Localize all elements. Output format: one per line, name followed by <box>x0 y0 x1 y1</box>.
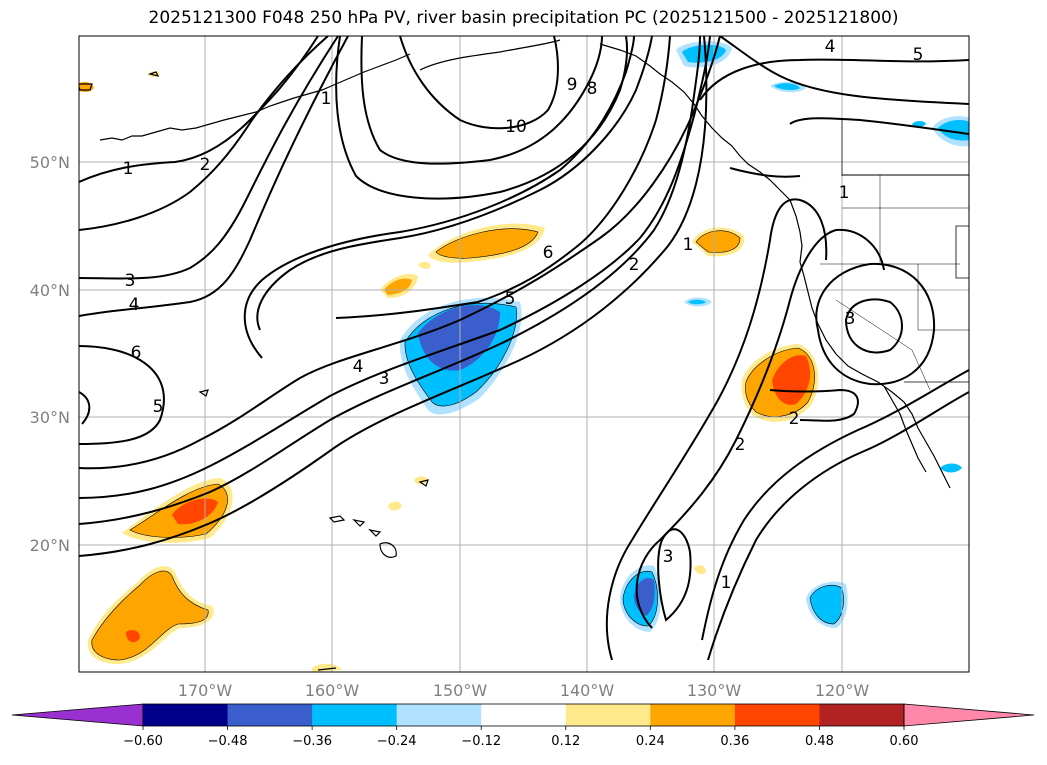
contour-label: 5 <box>913 45 924 65</box>
contour-label: 3 <box>379 369 390 389</box>
contour-label: 5 <box>505 289 516 309</box>
lon-label: 170°W <box>178 681 233 700</box>
colorbar-cell <box>312 704 398 726</box>
coastlines <box>79 39 969 671</box>
contour-label: 1 <box>123 159 134 179</box>
contour-label: 1 <box>683 235 694 255</box>
pv-contours <box>79 36 969 661</box>
contour-label: 2 <box>200 155 211 175</box>
contour-label: 2 <box>789 409 800 429</box>
colorbar-tick-label: 0.48 <box>805 734 834 749</box>
colorbar-cell <box>565 704 651 726</box>
colorbar-tick-label: −0.60 <box>123 734 163 749</box>
contour-label: 3 <box>125 271 136 291</box>
colorbar-cell <box>819 704 905 726</box>
lon-label: 160°W <box>305 681 360 700</box>
lat-label: 40°N <box>30 281 70 300</box>
contour-label: 8 <box>587 79 598 99</box>
contour-label: 5 <box>153 397 164 417</box>
map-frame <box>78 35 970 673</box>
contour-label: 1 <box>721 573 732 593</box>
contour-labels: 1 2 3 4 6 5 1 10 9 8 6 5 4 3 2 1 4 5 1 3… <box>123 37 924 593</box>
colorbar: −0.60 −0.48 −0.36 −0.24 −0.12 0.12 0.24 0.36 0.4… <box>11 703 1035 749</box>
contour-label: 10 <box>505 117 527 137</box>
contour-label: 2 <box>629 255 640 275</box>
lat-label: 30°N <box>30 408 70 427</box>
colorbar-cell <box>481 704 567 726</box>
latitude-labels: 50°N 40°N 30°N 20°N <box>30 153 70 555</box>
colorbar-tick-label: −0.36 <box>292 734 332 749</box>
contour-label: 1 <box>321 89 332 109</box>
contour-label: 3 <box>845 309 856 329</box>
contour-label: 9 <box>567 75 578 95</box>
lon-label: 140°W <box>560 681 615 700</box>
colorbar-cell <box>396 704 482 726</box>
colorbar-extend-low <box>11 703 144 727</box>
colorbar-tick-label: −0.24 <box>377 734 417 749</box>
colorbar-cell <box>650 704 736 726</box>
longitude-labels: 170°W 160°W 150°W 140°W 130°W 120°W <box>178 681 870 700</box>
colorbar-cell <box>143 704 229 726</box>
contour-label: 4 <box>353 357 364 377</box>
contour-label: 6 <box>131 343 142 363</box>
lon-label: 150°W <box>433 681 488 700</box>
shading-outlines <box>91 228 844 661</box>
contour-label: 4 <box>825 37 836 57</box>
colorbar-tick-label: −0.12 <box>461 734 501 749</box>
colorbar-cell <box>734 704 820 726</box>
map-title: 2025121300 F048 250 hPa PV, river basin … <box>148 8 899 28</box>
contour-label: 2 <box>735 435 746 455</box>
lat-label: 50°N <box>30 153 70 172</box>
colorbar-tick-label: 0.24 <box>636 734 665 749</box>
contour-label: 3 <box>663 547 674 567</box>
colorbar-cell <box>227 704 313 726</box>
contour-label: 6 <box>543 243 554 263</box>
lat-label: 20°N <box>30 536 70 555</box>
lon-label: 120°W <box>815 681 870 700</box>
colorbar-tick-label: −0.48 <box>208 734 248 749</box>
colorbar-outline <box>142 703 905 727</box>
shading-layer <box>79 41 969 672</box>
contour-label: 1 <box>839 183 850 203</box>
contour-label: 4 <box>129 295 140 315</box>
colorbar-tick-label: 0.60 <box>890 734 919 749</box>
colorbar-extend-high <box>903 703 1035 727</box>
colorbar-tick-label: 0.36 <box>720 734 749 749</box>
lon-label: 130°W <box>687 681 742 700</box>
map-background <box>79 36 969 672</box>
colorbar-tick-label: 0.12 <box>551 734 580 749</box>
